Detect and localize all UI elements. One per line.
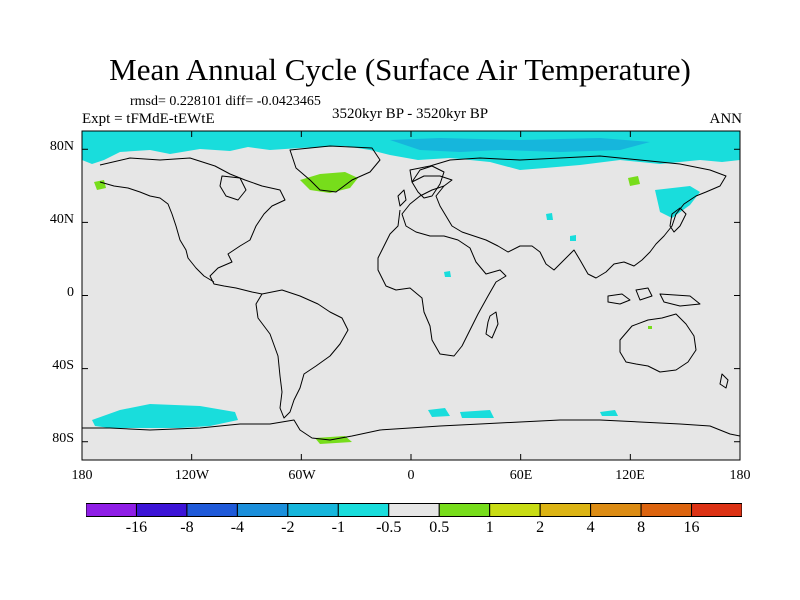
colorbar-label: 1 <box>485 519 494 536</box>
south-america-coast <box>255 289 349 419</box>
antarctic-warming-patch <box>648 326 652 329</box>
greenland-coast <box>289 145 381 193</box>
scandinavia <box>411 165 445 199</box>
colorbar-label: 2 <box>536 519 545 536</box>
period-label: 3520kyr BP - 3520kyr BP <box>331 106 489 122</box>
colorbar-label: -0.5 <box>376 519 402 536</box>
colorbar-swatch <box>287 503 339 517</box>
southern-ocean-cooling-patch-3 <box>460 410 494 418</box>
europe-africa-coast <box>377 185 507 357</box>
x-axis-label: 60E <box>509 468 533 483</box>
madagascar <box>485 311 499 339</box>
southern-ocean-cooling-region <box>92 404 238 428</box>
colorbar-swatch <box>388 503 440 517</box>
x-axis-label: 60W <box>288 468 316 483</box>
map-title: Mean Annual Cycle (Surface Air Temperatu… <box>109 52 691 87</box>
colorbar-label: 4 <box>586 519 595 536</box>
north-america-coast <box>99 157 286 295</box>
colorbar-label: -8 <box>180 519 194 536</box>
colorbar-label: 16 <box>683 519 700 536</box>
indonesia <box>607 287 701 307</box>
x-axis-label: 180 <box>71 468 93 483</box>
colorbar-swatch <box>539 503 592 517</box>
hudson-bay <box>219 175 247 201</box>
anomaly-shading <box>82 131 740 444</box>
colorbar <box>86 503 742 517</box>
colorbar-swatch <box>186 503 238 517</box>
colorbar-swatch <box>640 503 693 517</box>
colorbar-swatch <box>86 503 137 517</box>
colorbar-label: -16 <box>125 519 148 536</box>
greenland-warming-region <box>300 172 358 193</box>
colorbar-label: -4 <box>230 519 245 536</box>
y-axis-label: 40S <box>52 358 74 373</box>
colorbar-label: 0.5 <box>429 519 450 536</box>
y-axis-label: 0 <box>67 285 74 300</box>
africa-cooling-patch <box>444 271 451 277</box>
colorbar-label: -2 <box>281 519 295 536</box>
british-isles <box>397 189 407 207</box>
x-axis-label: 0 <box>407 468 415 483</box>
eurasia-coast <box>409 155 727 279</box>
experiment-label: Expt = tFMdE-tEWtE <box>82 111 215 127</box>
season-label: ANN <box>709 111 743 127</box>
y-axis-label: 80S <box>52 431 74 446</box>
colorbar-swatch <box>135 503 188 517</box>
arctic-cooling-region-2 <box>390 138 650 152</box>
colorbar-swatch <box>236 503 289 517</box>
antarctica-coast <box>82 419 740 441</box>
japan <box>669 207 687 233</box>
x-axis-label: 120E <box>615 468 645 483</box>
siberia-warming-region <box>628 176 640 186</box>
new-zealand <box>719 373 729 389</box>
coastlines <box>82 145 740 441</box>
colorbar-swatch <box>590 503 642 517</box>
stats-text: rmsd= 0.228101 diff= -0.0423465 <box>130 94 321 109</box>
colorbar-swatch <box>337 503 390 517</box>
colorbar-swatch <box>691 503 742 517</box>
y-axis-label: 80N <box>49 139 74 154</box>
southern-ocean-cooling-patch-4 <box>600 410 618 416</box>
australia-coast <box>619 313 697 373</box>
axis-ticks <box>81 131 741 460</box>
pacific-cooling-patch <box>570 235 576 241</box>
southern-ocean-cooling-patch-2 <box>428 408 450 417</box>
x-axis-label: 180 <box>729 468 751 483</box>
atlantic-cooling-patch <box>546 213 553 220</box>
colorbar-label: -1 <box>331 519 345 536</box>
y-axis-label: 40N <box>49 212 74 227</box>
x-axis-label: 120W <box>174 468 210 483</box>
colorbar-swatch <box>438 503 491 517</box>
colorbar-swatch <box>489 503 541 517</box>
colorbar-label: 8 <box>637 519 646 536</box>
east-asia-cooling-region <box>655 186 700 218</box>
